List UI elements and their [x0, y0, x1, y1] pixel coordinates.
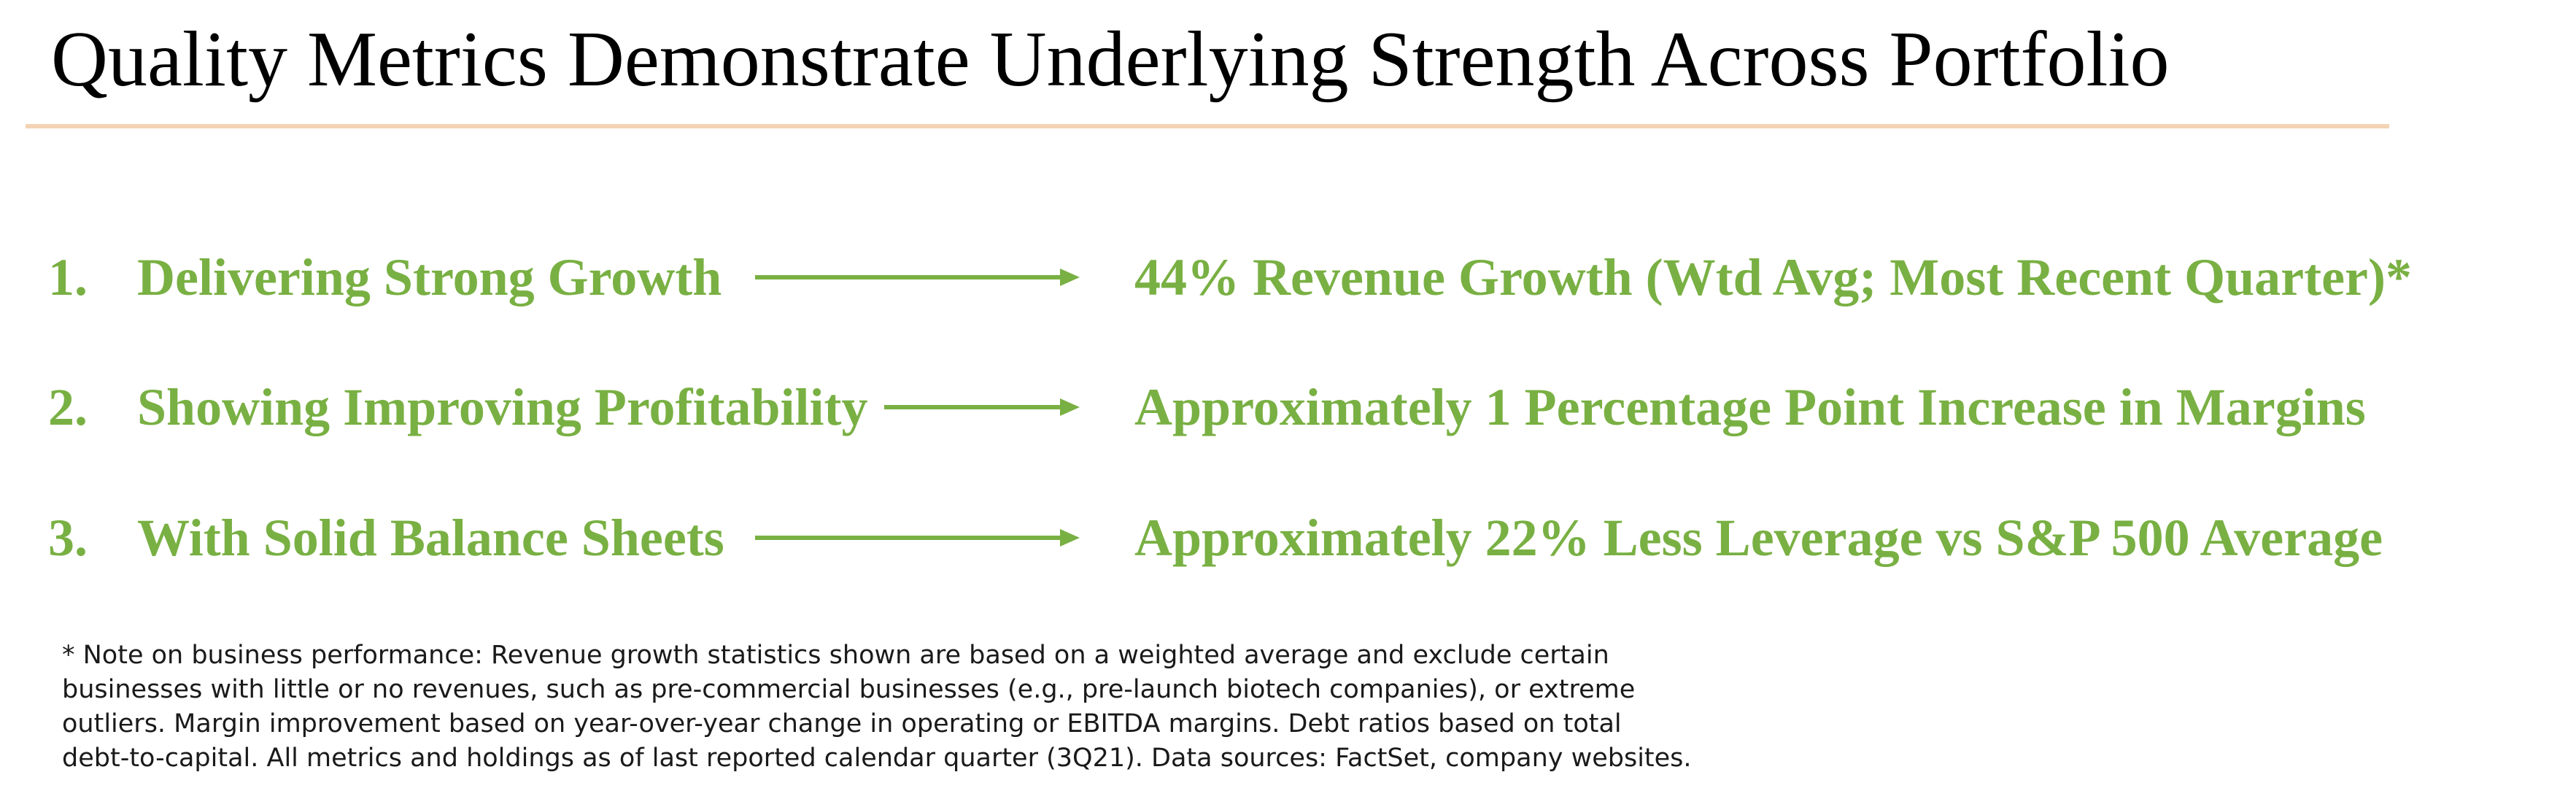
metric-number: 3. — [48, 509, 88, 567]
metric-result: Approximately 22% Less Leverage vs S&P 5… — [1134, 509, 2383, 567]
right-arrow-icon — [884, 393, 1080, 422]
metric-number: 1. — [48, 248, 88, 306]
metric-label: Showing Improving Profitability — [137, 378, 868, 436]
metric-label: Delivering Strong Growth — [137, 248, 722, 306]
metric-result: 44% Revenue Growth (Wtd Avg; Most Recent… — [1134, 248, 2412, 306]
metric-row-growth: 1. Delivering Strong Growth 44% Revenue … — [0, 241, 2576, 314]
metric-row-profitability: 2. Showing Improving Profitability Appro… — [0, 371, 2576, 444]
metric-label: With Solid Balance Sheets — [137, 509, 724, 567]
metric-result: Approximately 1 Percentage Point Increas… — [1134, 378, 2366, 436]
right-arrow-icon — [755, 263, 1080, 292]
right-arrow-icon — [755, 523, 1080, 552]
footnote-line: debt-to-capital. All metrics and holding… — [62, 744, 1692, 773]
slide-title: Quality Metrics Demonstrate Underlying S… — [51, 16, 2170, 103]
footnote: * Note on business performance: Revenue … — [62, 638, 1857, 776]
metric-row-balance-sheets: 3. With Solid Balance Sheets Approximate… — [0, 501, 2576, 574]
footnote-line: outliers. Margin improvement based on ye… — [62, 709, 1622, 738]
footnote-line: businesses with little or no revenues, s… — [62, 675, 1636, 704]
title-divider — [26, 124, 2389, 128]
metric-number: 2. — [48, 378, 88, 436]
footnote-line: * Note on business performance: Revenue … — [62, 641, 1609, 670]
